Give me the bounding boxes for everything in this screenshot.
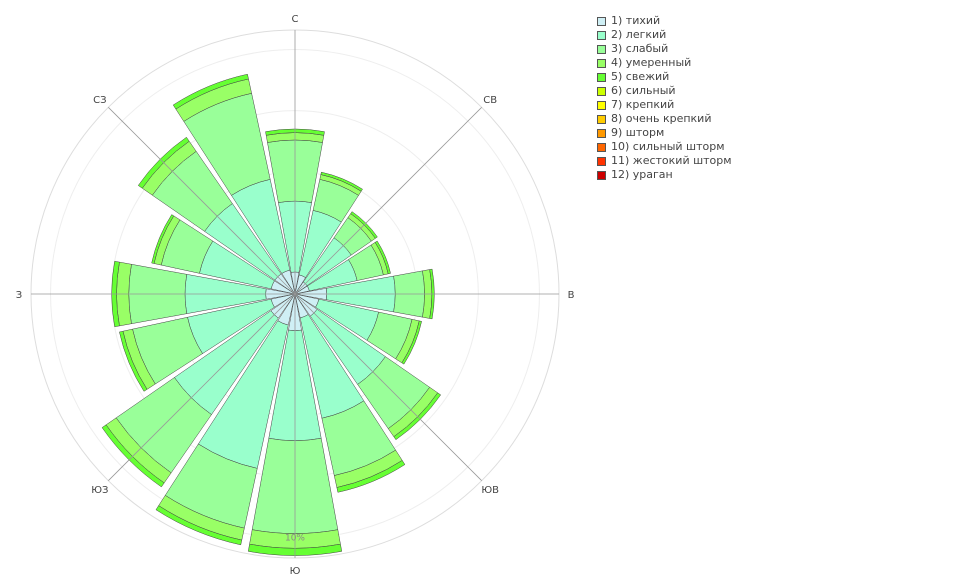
bar-segment-225-class-5 [101, 424, 165, 488]
direction-label-2: СВ [483, 95, 497, 106]
legend-item[interactable]: 2) легкий [597, 28, 732, 42]
direction-label-8: СЗ [93, 95, 106, 106]
direction-labels: С СВ В ЮВ Ю ЮЗ З СЗ [16, 14, 575, 577]
direction-label-4: ЮВ [481, 485, 499, 496]
legend-swatch [597, 58, 606, 68]
bar-segment-135-class-5 [393, 392, 442, 441]
legend-item[interactable]: 1) тихий [597, 14, 732, 28]
legend-item[interactable]: 9) шторм [597, 126, 732, 140]
direction-label-3: В [568, 290, 575, 301]
legend-swatch [597, 30, 606, 40]
bar-segment-247.5-class-5 [119, 330, 148, 392]
direction-label-5: Ю [290, 566, 301, 577]
bar-segment-315-class-5 [137, 136, 190, 189]
legend-item[interactable]: 3) слабый [597, 42, 732, 56]
legend-swatch [597, 44, 606, 54]
bar-segment-67.5-class-5 [374, 240, 391, 275]
radial-tick-label: 10% [285, 533, 305, 543]
direction-spokes [31, 30, 559, 558]
legend-label: 11) жестокий шторм [611, 154, 732, 167]
spoke-8 [108, 107, 296, 295]
legend-swatch [597, 114, 606, 124]
legend-label: 12) ураган [611, 168, 673, 181]
spoke-6 [108, 293, 296, 481]
legend-label: 4) умеренный [611, 56, 692, 69]
legend-label: 2) легкий [611, 28, 667, 41]
legend-swatch [597, 170, 606, 180]
bar-segment-337.5-class-5 [172, 73, 249, 110]
legend-label: 3) слабый [611, 42, 669, 55]
legend-item[interactable]: 4) умеренный [597, 56, 732, 70]
legend-swatch [597, 86, 606, 96]
legend-item[interactable]: 11) жестокий шторм [597, 154, 732, 168]
bar-segment-112.5-class-5 [401, 320, 422, 365]
bar-segment-22.5-class-5 [320, 171, 363, 192]
legend-label: 8) очень крепкий [611, 112, 712, 125]
direction-label-7: З [16, 290, 22, 301]
legend-swatch [597, 72, 606, 82]
legend-item[interactable]: 12) ураган [597, 168, 732, 182]
legend-swatch [597, 156, 606, 166]
legend-item[interactable]: 7) крепкий [597, 98, 732, 112]
legend-label: 10) сильный шторм [611, 140, 725, 153]
bar-segment-157.5-class-5 [336, 460, 406, 493]
legend-label: 6) сильный [611, 84, 676, 97]
legend-swatch [597, 128, 606, 138]
legend-label: 5) свежий [611, 70, 670, 83]
bar-segment-202.5-class-5 [155, 505, 243, 546]
legend-swatch [597, 142, 606, 152]
bar-segment-292.5-class-5 [151, 214, 175, 264]
legend-swatch [597, 16, 606, 26]
spoke-2 [294, 107, 482, 295]
legend: 1) тихий 2) легкий 3) слабый 4) умеренный 5)… [597, 14, 732, 182]
bar-segment-45-class-5 [350, 211, 378, 239]
direction-label-6: ЮЗ [91, 485, 108, 496]
direction-label-1: С [292, 14, 299, 25]
legend-item[interactable]: 8) очень крепкий [597, 112, 732, 126]
wind-rose-bars [101, 73, 442, 556]
legend-item[interactable]: 5) свежий [597, 70, 732, 84]
legend-label: 1) тихий [611, 14, 661, 27]
spoke-4 [294, 293, 482, 481]
legend-label: 9) шторм [611, 126, 665, 139]
legend-swatch [597, 100, 606, 110]
legend-item[interactable]: 6) сильный [597, 84, 732, 98]
legend-label: 7) крепкий [611, 98, 675, 111]
legend-item[interactable]: 10) сильный шторм [597, 140, 732, 154]
